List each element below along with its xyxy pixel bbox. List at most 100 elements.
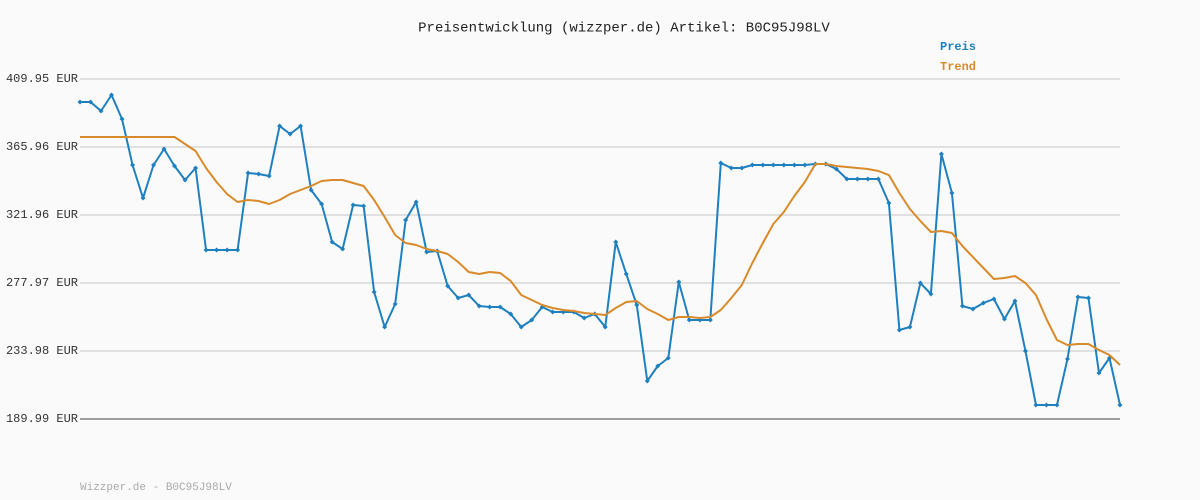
point <box>371 289 377 295</box>
point <box>791 162 797 168</box>
point <box>109 92 115 98</box>
point <box>413 199 419 205</box>
line-trend <box>80 136 1121 366</box>
point <box>739 165 745 171</box>
point <box>151 162 157 168</box>
point <box>613 239 619 245</box>
point <box>445 283 451 289</box>
point <box>98 108 104 114</box>
point <box>140 195 146 201</box>
point <box>298 123 304 129</box>
point <box>424 249 430 255</box>
point <box>550 309 556 315</box>
y-tick-label: 321.96 EUR <box>6 208 78 222</box>
point <box>382 324 388 330</box>
point <box>718 160 724 166</box>
point <box>1022 348 1028 354</box>
point <box>224 247 230 253</box>
point <box>676 279 682 285</box>
point <box>214 247 220 253</box>
point <box>907 324 913 330</box>
point <box>1064 356 1070 362</box>
point <box>476 303 482 309</box>
point <box>749 162 755 168</box>
point <box>487 304 493 310</box>
point <box>403 217 409 223</box>
chart-title: Preisentwicklung (wizzper.de) Artikel: B… <box>418 21 830 37</box>
point <box>686 317 692 323</box>
point <box>350 202 356 208</box>
point <box>1054 402 1060 408</box>
point <box>130 162 136 168</box>
y-tick-label: 233.98 EUR <box>6 344 78 358</box>
point <box>455 295 461 301</box>
point <box>623 271 629 277</box>
point <box>518 324 524 330</box>
point <box>865 176 871 182</box>
point <box>896 327 902 333</box>
point <box>119 116 125 122</box>
y-tick-label: 277.97 EUR <box>6 276 78 290</box>
point <box>340 246 346 252</box>
point <box>833 166 839 172</box>
point <box>875 176 881 182</box>
legend-entry: Trend <box>940 60 976 74</box>
point <box>1033 402 1039 408</box>
point <box>1012 298 1018 304</box>
point <box>256 171 262 177</box>
footer: Wizzper.de - B0C95J98LV <box>80 482 232 494</box>
point <box>329 239 335 245</box>
point <box>235 247 241 253</box>
point <box>203 247 209 253</box>
point <box>182 177 188 183</box>
point <box>266 173 272 179</box>
y-tick-label: 365.96 EUR <box>6 140 78 154</box>
point <box>172 163 178 169</box>
point <box>634 302 640 308</box>
point <box>928 291 934 297</box>
point <box>308 187 314 193</box>
point <box>854 176 860 182</box>
point <box>1075 294 1081 300</box>
point <box>392 301 398 307</box>
line-preis <box>80 94 1121 406</box>
point <box>361 203 367 209</box>
point <box>991 296 997 302</box>
point <box>938 151 944 157</box>
point <box>319 201 325 207</box>
point <box>466 292 472 298</box>
point <box>287 131 293 137</box>
point <box>1085 295 1091 301</box>
point <box>655 363 661 369</box>
point <box>77 99 83 105</box>
point <box>193 165 199 171</box>
point <box>277 123 283 129</box>
point <box>1001 316 1007 322</box>
point <box>497 304 503 310</box>
point <box>886 200 892 206</box>
point <box>88 99 94 105</box>
point <box>949 190 955 196</box>
point <box>644 378 650 384</box>
point <box>970 306 976 312</box>
point <box>1096 370 1102 376</box>
point <box>844 176 850 182</box>
point <box>760 162 766 168</box>
point <box>1043 402 1049 408</box>
point <box>581 315 587 321</box>
point <box>665 355 671 361</box>
point <box>602 324 608 330</box>
y-tick-label: 189.99 EUR <box>6 412 78 426</box>
point <box>1117 402 1123 408</box>
point <box>781 162 787 168</box>
point <box>707 317 713 323</box>
point <box>770 162 776 168</box>
point <box>245 170 251 176</box>
y-tick-label: 409.95 EUR <box>6 72 78 86</box>
point <box>959 303 965 309</box>
point <box>728 165 734 171</box>
point <box>508 311 514 317</box>
